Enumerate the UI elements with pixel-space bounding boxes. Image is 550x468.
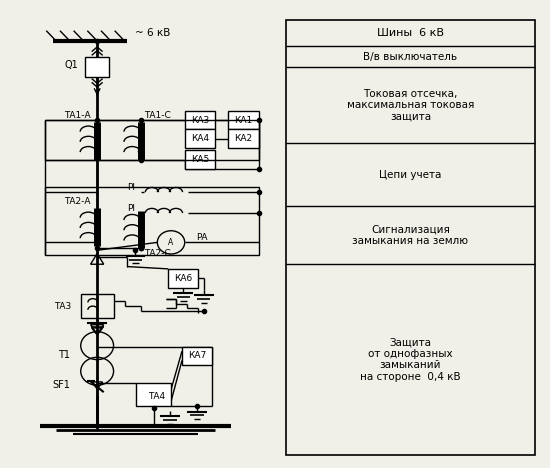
Bar	[185, 129, 215, 148]
Text: ТА2-С: ТА2-С	[144, 249, 170, 258]
Text: Защита
от однофазных
замыканий
на стороне  0,4 кВ: Защита от однофазных замыканий на сторон…	[360, 337, 461, 382]
Text: ТА3: ТА3	[54, 301, 71, 311]
Text: ~ 6 кВ: ~ 6 кВ	[135, 28, 171, 37]
Text: ТА1-А: ТА1-А	[64, 111, 91, 120]
Text: КА6: КА6	[174, 274, 192, 283]
Text: A: A	[168, 238, 174, 247]
Text: Q1: Q1	[64, 59, 78, 70]
Text: КА5: КА5	[191, 155, 209, 164]
Text: КА1: КА1	[234, 116, 252, 124]
Bar	[185, 150, 215, 169]
Bar	[286, 20, 535, 455]
Bar	[45, 120, 258, 160]
Text: КА2: КА2	[234, 134, 252, 143]
Text: Шины  6 кВ: Шины 6 кВ	[377, 28, 444, 38]
Bar	[182, 347, 212, 365]
Circle shape	[157, 231, 185, 254]
Bar	[185, 111, 215, 129]
Text: Сигнализация
замыкания на землю: Сигнализация замыкания на землю	[353, 224, 469, 246]
Text: ТА1-С: ТА1-С	[144, 111, 170, 120]
Bar	[228, 129, 258, 148]
Bar	[45, 187, 258, 256]
Text: Токовая отсечка,
максимальная токовая
защита: Токовая отсечка, максимальная токовая за…	[346, 89, 474, 122]
Text: ТА2-А: ТА2-А	[64, 197, 91, 206]
Bar	[85, 57, 109, 77]
Text: SF1: SF1	[52, 380, 70, 390]
Text: РА: РА	[196, 233, 207, 242]
Text: КА4: КА4	[191, 134, 209, 143]
Text: ТА4: ТА4	[148, 392, 165, 402]
Bar	[228, 111, 258, 129]
Text: PI: PI	[128, 183, 135, 192]
Text: Цепи учета: Цепи учета	[379, 170, 442, 180]
Text: КА3: КА3	[191, 116, 209, 124]
Bar	[136, 383, 171, 406]
Text: Т1: Т1	[58, 350, 70, 360]
Bar	[168, 269, 199, 287]
Text: КА7: КА7	[188, 351, 206, 360]
Text: В/в выключатель: В/в выключатель	[364, 51, 458, 61]
Bar	[81, 294, 113, 318]
Text: PI: PI	[128, 204, 135, 213]
